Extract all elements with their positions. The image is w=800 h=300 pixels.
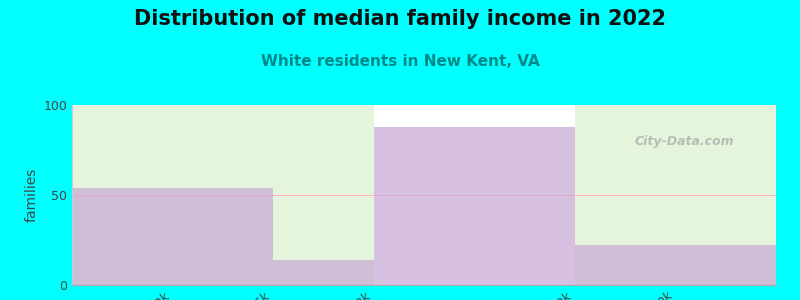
Bar: [575, 245, 776, 285]
Text: White residents in New Kent, VA: White residents in New Kent, VA: [261, 54, 539, 69]
Text: Distribution of median family income in 2022: Distribution of median family income in …: [134, 9, 666, 29]
Bar: [273, 260, 374, 285]
Bar: [374, 127, 575, 285]
Text: City-Data.com: City-Data.com: [634, 134, 734, 148]
Bar: [575, 105, 776, 285]
Y-axis label: families: families: [25, 168, 39, 222]
Bar: [273, 105, 374, 285]
Bar: [72, 188, 273, 285]
Bar: [72, 105, 273, 285]
Bar: [374, 105, 575, 285]
